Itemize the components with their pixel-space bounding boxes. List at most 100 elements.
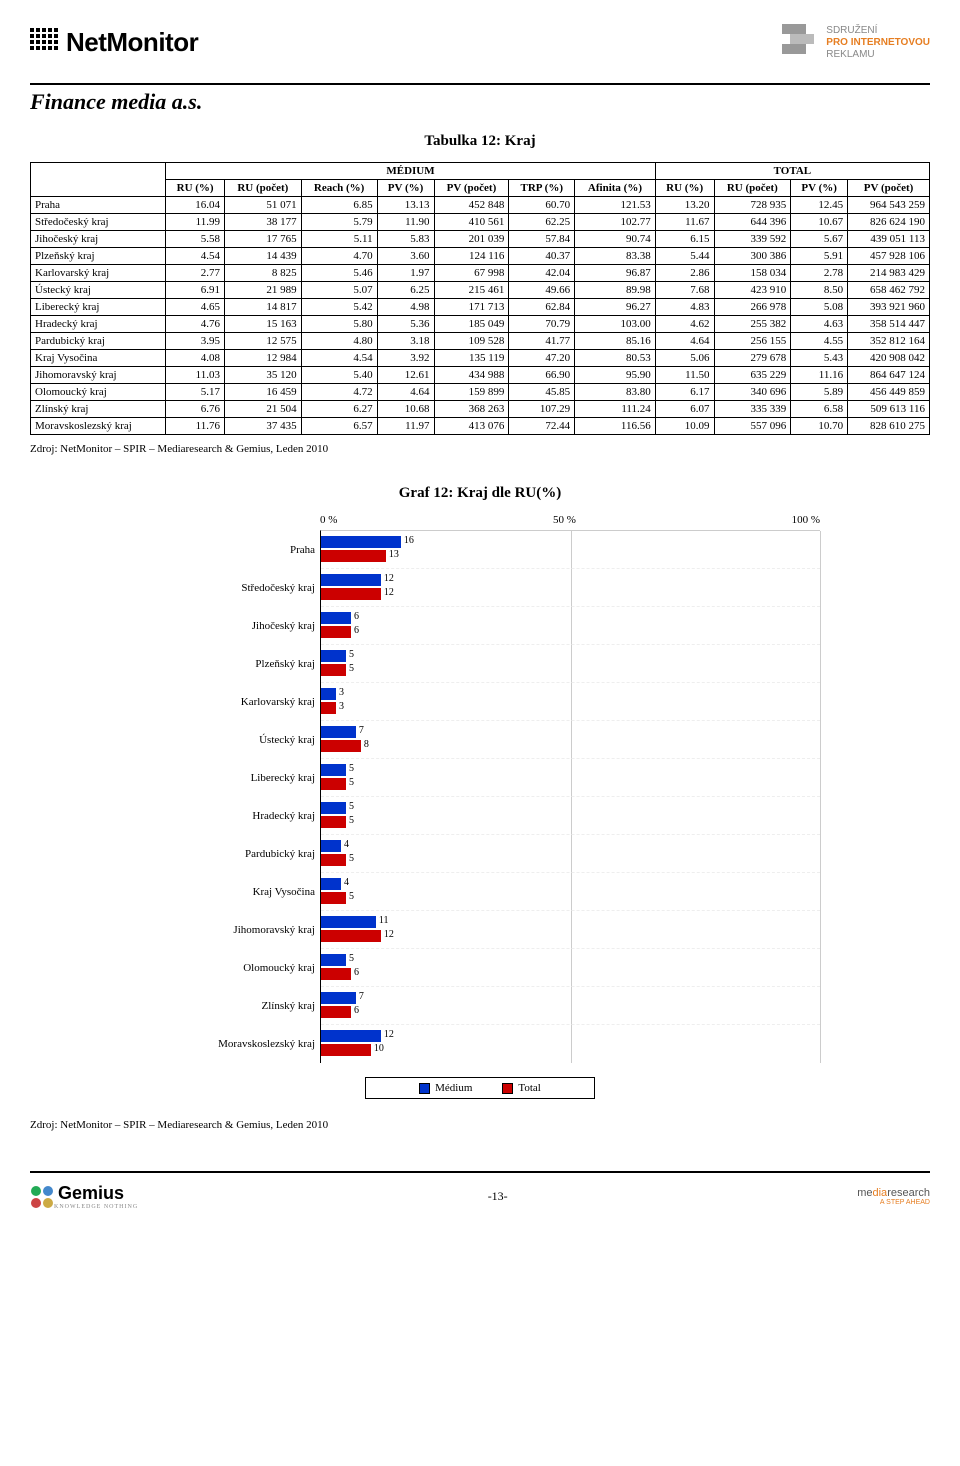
bar-total: 6 — [321, 626, 351, 638]
cell-t_pv_pct: 2.78 — [791, 265, 848, 282]
cell-reach_pct: 5.80 — [301, 316, 377, 333]
chart-row-label: Moravskoslezský kraj — [146, 1025, 321, 1063]
cell-t_pv_pct: 6.58 — [791, 401, 848, 418]
chart-row-label: Karlovarský kraj — [146, 683, 321, 721]
cell-ru_pct: 6.76 — [166, 401, 225, 418]
row-label: Ústecký kraj — [31, 282, 166, 299]
cell-t_pv_cnt: 439 051 113 — [848, 231, 930, 248]
bar-medium: 11 — [321, 916, 376, 928]
row-label: Karlovarský kraj — [31, 265, 166, 282]
cell-trp_pct: 70.79 — [509, 316, 575, 333]
bar-medium-value: 4 — [341, 839, 349, 850]
cell-afinita_pct: 102.77 — [575, 214, 656, 231]
cell-reach_pct: 4.72 — [301, 384, 377, 401]
chart-row-label: Kraj Vysočina — [146, 873, 321, 911]
cell-t_pv_pct: 10.70 — [791, 418, 848, 435]
cell-ru_cnt: 14 817 — [224, 299, 301, 316]
cell-pv_pct: 13.13 — [377, 197, 434, 214]
cell-ru_cnt: 17 765 — [224, 231, 301, 248]
cell-t_pv_pct: 5.08 — [791, 299, 848, 316]
cell-t_pv_pct: 5.91 — [791, 248, 848, 265]
chart-row-label: Plzeňský kraj — [146, 645, 321, 683]
bar-medium: 5 — [321, 954, 346, 966]
cell-t_pv_cnt: 352 812 164 — [848, 333, 930, 350]
cell-t_ru_pct: 4.62 — [655, 316, 714, 333]
table-row: Pardubický kraj3.9512 5754.803.18109 528… — [31, 333, 930, 350]
cell-ru_pct: 11.03 — [166, 367, 225, 384]
bar-total: 5 — [321, 664, 346, 676]
chart-x-axis: 0 % 50 % 100 % — [320, 514, 820, 526]
chart-row-label: Liberecký kraj — [146, 759, 321, 797]
cell-pv_cnt: 201 039 — [434, 231, 509, 248]
bar-total: 10 — [321, 1044, 371, 1056]
cell-trp_pct: 60.70 — [509, 197, 575, 214]
cell-ru_cnt: 51 071 — [224, 197, 301, 214]
cell-reach_pct: 6.85 — [301, 197, 377, 214]
cell-t_ru_cnt: 335 339 — [714, 401, 791, 418]
col-t-ru-cnt: RU (počet) — [714, 180, 791, 197]
row-label: Moravskoslezský kraj — [31, 418, 166, 435]
cell-pv_pct: 1.97 — [377, 265, 434, 282]
bar-medium: 4 — [321, 878, 341, 890]
bar-medium-value: 5 — [346, 763, 354, 774]
bar-medium-value: 4 — [341, 877, 349, 888]
cell-afinita_pct: 83.80 — [575, 384, 656, 401]
cell-trp_pct: 49.66 — [509, 282, 575, 299]
cell-t_pv_cnt: 658 462 792 — [848, 282, 930, 299]
cell-t_ru_cnt: 256 155 — [714, 333, 791, 350]
cell-t_pv_pct: 5.67 — [791, 231, 848, 248]
cell-t_pv_cnt: 358 514 447 — [848, 316, 930, 333]
cell-ru_cnt: 37 435 — [224, 418, 301, 435]
cell-pv_pct: 5.83 — [377, 231, 434, 248]
bar-medium-value: 16 — [401, 535, 414, 546]
source-text-1: Zdroj: NetMonitor – SPIR – Mediaresearch… — [30, 443, 930, 455]
cell-reach_pct: 5.79 — [301, 214, 377, 231]
cell-t_ru_cnt: 557 096 — [714, 418, 791, 435]
cell-trp_pct: 40.37 — [509, 248, 575, 265]
chart-row: Jihomoravský kraj1112 — [321, 911, 820, 949]
cell-t_ru_cnt: 339 592 — [714, 231, 791, 248]
bar-medium: 7 — [321, 992, 356, 1004]
cell-trp_pct: 62.25 — [509, 214, 575, 231]
spir-logo: SDRUŽENÍ PRO INTERNETOVOU REKLAMU — [778, 20, 930, 65]
bar-total-value: 6 — [351, 1005, 359, 1016]
gemius-text: Gemius — [58, 1183, 138, 1204]
bar-medium: 7 — [321, 726, 356, 738]
cell-pv_cnt: 185 049 — [434, 316, 509, 333]
xtick-1: 50 % — [553, 514, 576, 526]
cell-reach_pct: 5.46 — [301, 265, 377, 282]
bar-medium-value: 5 — [346, 801, 354, 812]
header-rule — [30, 83, 930, 85]
table-row: Zlínský kraj6.7621 5046.2710.68368 26310… — [31, 401, 930, 418]
bar-total: 13 — [321, 550, 386, 562]
cell-ru_cnt: 14 439 — [224, 248, 301, 265]
cell-t_pv_pct: 8.50 — [791, 282, 848, 299]
col-pv-cnt: PV (počet) — [434, 180, 509, 197]
bar-medium-value: 7 — [356, 725, 364, 736]
table-row: Karlovarský kraj2.778 8255.461.9767 9984… — [31, 265, 930, 282]
col-pv-pct: PV (%) — [377, 180, 434, 197]
cell-ru_pct: 11.99 — [166, 214, 225, 231]
bar-total: 12 — [321, 588, 381, 600]
row-label: Zlínský kraj — [31, 401, 166, 418]
cell-trp_pct: 41.77 — [509, 333, 575, 350]
table-row: Hradecký kraj4.7615 1635.805.36185 04970… — [31, 316, 930, 333]
bar-total: 8 — [321, 740, 361, 752]
bar-medium: 12 — [321, 1030, 381, 1042]
cell-pv_pct: 6.25 — [377, 282, 434, 299]
cell-reach_pct: 5.07 — [301, 282, 377, 299]
chart-legend: Médium Total — [365, 1077, 595, 1099]
cell-pv_pct: 10.68 — [377, 401, 434, 418]
chart-row: Plzeňský kraj55 — [321, 645, 820, 683]
bar-medium-value: 6 — [351, 611, 359, 622]
chart-row: Praha1613 — [321, 531, 820, 569]
cell-trp_pct: 45.85 — [509, 384, 575, 401]
bar-medium: 5 — [321, 650, 346, 662]
row-label: Hradecký kraj — [31, 316, 166, 333]
bar-medium-value: 11 — [376, 915, 389, 926]
col-trp-pct: TRP (%) — [509, 180, 575, 197]
legend-swatch-total — [502, 1083, 513, 1094]
row-label: Olomoucký kraj — [31, 384, 166, 401]
cell-ru_pct: 4.76 — [166, 316, 225, 333]
cell-afinita_pct: 96.87 — [575, 265, 656, 282]
